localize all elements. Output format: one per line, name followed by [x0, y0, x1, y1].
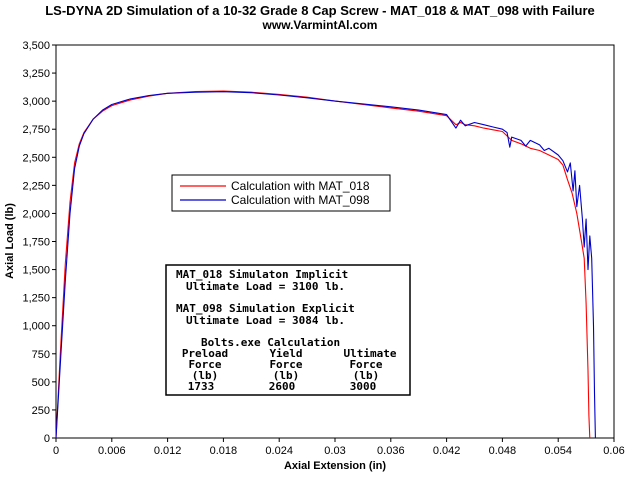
annotation-box: MAT_018 Simulaton Implicit Ultimate Load…: [165, 264, 411, 396]
annotation-col1-h3: (lb): [192, 369, 219, 382]
annotation-col2-value: 2600: [269, 380, 296, 393]
y-tick-label: 1,250: [22, 293, 50, 305]
x-tick-label: 0.06: [603, 445, 624, 457]
y-tick-label: 1,500: [22, 265, 50, 277]
y-tick-label: 3,000: [22, 96, 50, 108]
annotation-col1-value: 1733: [188, 380, 215, 393]
annotation-line-5: Bolts.exe Calculation: [201, 336, 340, 349]
y-tick-label: 3,250: [22, 68, 50, 80]
x-tick-label: 0.018: [210, 445, 238, 457]
y-tick-label: 2,000: [22, 208, 50, 220]
annotation-line-1: MAT_018 Simulaton Implicit: [176, 268, 348, 281]
x-axis-title: Axial Extension (in): [284, 460, 386, 472]
y-tick-label: 500: [32, 377, 50, 389]
y-axis: 0 250 500 750 1,000 1,250 1,500 1,750 2,000 2,250…: [22, 40, 56, 445]
x-tick-label: 0: [53, 445, 59, 457]
series-line-mat098: [55, 91, 596, 439]
x-tick-label: 0.012: [154, 445, 182, 457]
y-tick-label: 1,750: [22, 237, 50, 249]
annotation-line-2: Ultimate Load = 3100 lb.: [186, 280, 345, 293]
annotation-col1-h1: Preload: [182, 347, 228, 360]
y-tick-label: 0: [44, 433, 50, 445]
annotation-frame: [165, 264, 411, 396]
legend-label-mat098: Calculation with MAT_098: [231, 193, 370, 207]
x-tick-label: 0.054: [544, 445, 572, 457]
legend: Calculation with MAT_018 Calculation wit…: [171, 174, 391, 212]
annotation-line-4: Ultimate Load = 3084 lb.: [186, 314, 345, 327]
x-tick-label: 0.024: [265, 445, 293, 457]
y-tick-label: 3,500: [22, 40, 50, 52]
annotation-col2-h2: Force: [269, 358, 302, 371]
chart-subtitle: www.VarmintAl.com: [262, 18, 378, 32]
legend-label-mat018: Calculation with MAT_018: [231, 179, 370, 193]
x-tick-label: 0.048: [489, 445, 517, 457]
annotation-col3-h2: Force: [349, 358, 382, 371]
annotation-col3-h1: Ultimate: [344, 347, 397, 360]
x-axis: 0 0.006 0.012 0.018 0.024 0.03 0.036 0.042 0.048…: [53, 438, 625, 457]
annotation-col1-h2: Force: [188, 358, 221, 371]
x-tick-label: 0.042: [433, 445, 461, 457]
annotation-line-3: MAT_098 Simulation Explicit: [176, 302, 355, 315]
annotation-col3-value: 3000: [350, 380, 377, 393]
legend-box: [171, 174, 391, 212]
y-tick-label: 1,000: [22, 321, 50, 333]
y-tick-label: 750: [32, 349, 50, 361]
y-tick-label: 2,750: [22, 124, 50, 136]
x-tick-label: 0.036: [377, 445, 405, 457]
y-tick-label: 2,500: [22, 152, 50, 164]
annotation-col3-h3: (lb): [353, 369, 380, 382]
x-tick-label: 0.03: [324, 445, 345, 457]
x-tick-label: 0.006: [98, 445, 126, 457]
annotation-col2-h3: (lb): [273, 369, 300, 382]
y-tick-label: 2,250: [22, 180, 50, 192]
series-layer: [55, 90, 596, 439]
annotation-col2-h1: Yield: [269, 347, 302, 360]
y-axis-title: Axial Load (lb): [4, 203, 16, 279]
chart-title: LS-DYNA 2D Simulation of a 10-32 Grade 8…: [45, 3, 595, 18]
y-tick-label: 250: [32, 405, 50, 417]
